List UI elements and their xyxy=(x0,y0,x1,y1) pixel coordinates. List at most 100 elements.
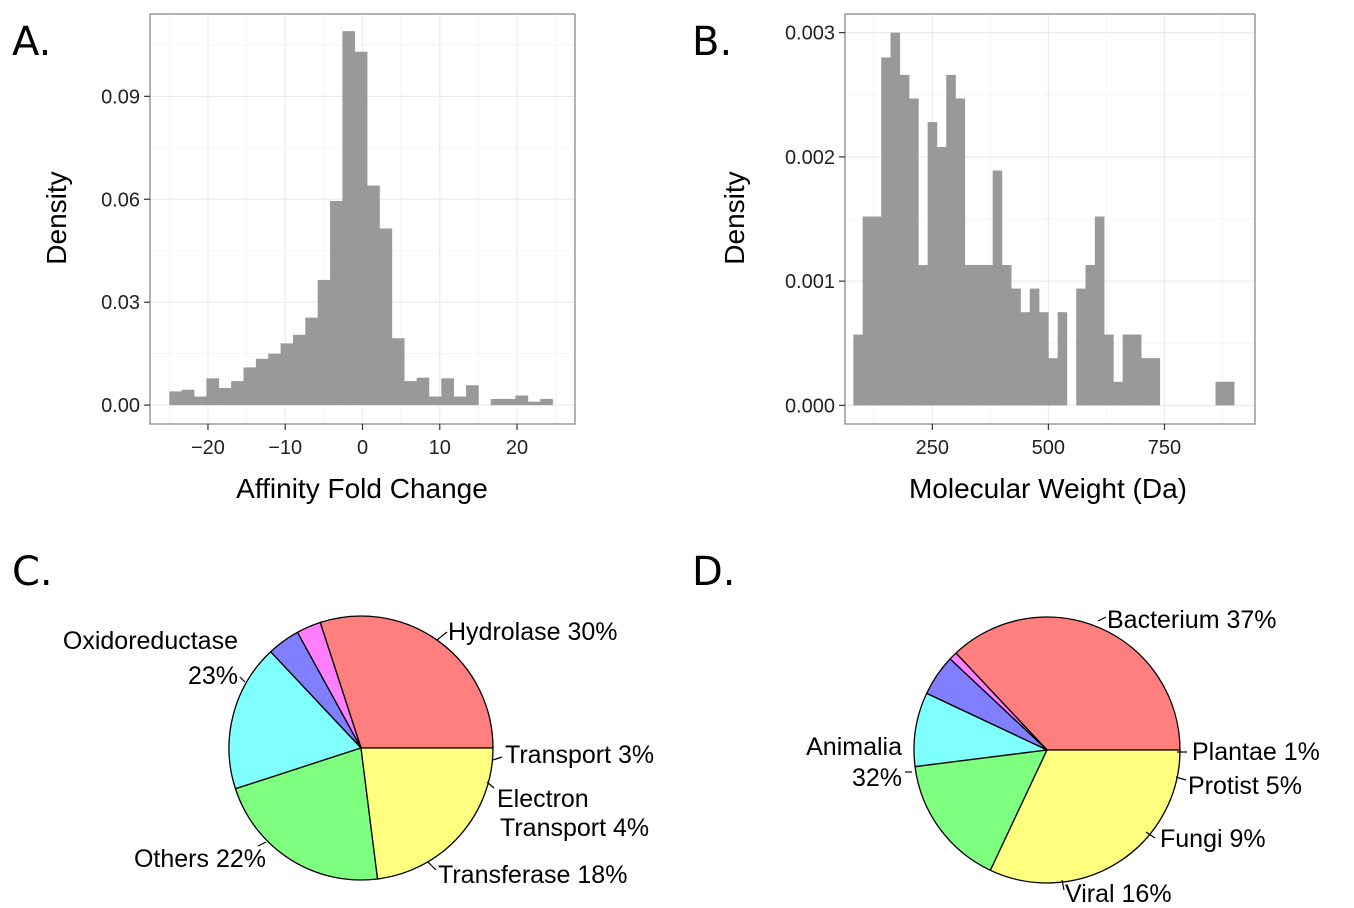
panel-b-bar xyxy=(1001,264,1012,406)
panel-b-bar xyxy=(909,98,919,406)
label-animalia-pct: 32% xyxy=(852,764,902,792)
panel-b-bar xyxy=(1085,264,1096,406)
pie-d-labels: Bacterium 37% Animalia 32% Plantae 1% Pr… xyxy=(806,606,1320,908)
panel-b-bar xyxy=(955,98,966,406)
pie-c-labels: Hydrolase 30% Oxidoreductase 23% Transpo… xyxy=(63,618,654,889)
panel-b-bar xyxy=(881,57,891,406)
panel-b-bar xyxy=(1141,358,1151,406)
panel-a-bar xyxy=(268,353,281,406)
panel-b-bar xyxy=(964,264,975,406)
leader-fungi xyxy=(1145,831,1156,839)
leader-hydrolase xyxy=(436,631,448,641)
panel-a-y-tick-label: 0.06 xyxy=(101,189,140,211)
panel-b-y-tick-label: 0.001 xyxy=(785,271,835,293)
panel-a-y-tick-label: 0.09 xyxy=(101,86,140,108)
panel-a-y-tick-label: 0.03 xyxy=(101,292,140,314)
leader-protist xyxy=(1175,776,1187,781)
label-animalia-name: Animalia xyxy=(806,733,902,761)
panel-b-bar xyxy=(918,264,928,406)
panel-b-bar xyxy=(862,216,873,406)
panel-b-ylabel: Density xyxy=(719,171,750,264)
panel-a-x-tick-label: −20 xyxy=(191,437,225,459)
panel-b-y-tick-label: 0.002 xyxy=(785,147,835,169)
leader-electron-transport xyxy=(486,781,495,789)
panel-b-bar xyxy=(1076,288,1086,406)
panel-a-bar xyxy=(354,51,368,406)
leader-viral xyxy=(1061,879,1065,891)
histogram-molecular-weight: 250 500 750 0.000 0.001 0.002 0.003 xyxy=(785,13,1256,459)
pie-d-slice-0 xyxy=(955,616,1181,751)
panel-a-bar xyxy=(391,338,405,406)
panel-a-bar xyxy=(181,389,195,406)
panel-a-bar xyxy=(342,31,356,406)
panel-b-x-tick-label: 250 xyxy=(916,437,949,459)
panel-b-bar xyxy=(946,74,956,406)
leader-transferase xyxy=(427,861,437,871)
label-oxidoreductase-name: Oxidoreductase xyxy=(63,627,238,655)
panel-a-bar xyxy=(503,398,516,406)
pie-c-leaders xyxy=(239,631,503,871)
panel-b-bar xyxy=(1104,334,1114,406)
label-bacterium: Bacterium 37% xyxy=(1107,606,1277,634)
panel-b-bar xyxy=(1094,216,1105,406)
pie-d-slice-4 xyxy=(914,749,1048,871)
pie-enzyme-class xyxy=(228,615,494,881)
label-fungi: Fungi 9% xyxy=(1160,825,1266,853)
panel-b-y-tick-label: 0.000 xyxy=(785,395,835,417)
panel-a-x-tick-label: −10 xyxy=(268,437,302,459)
pie-c-slice-4 xyxy=(234,747,379,881)
panel-b-bar xyxy=(927,122,938,406)
panel-a-bar xyxy=(231,381,244,406)
label-hydrolase: Hydrolase 30% xyxy=(448,618,618,646)
panel-a-bar xyxy=(194,396,207,406)
leader-bacterium xyxy=(1097,616,1107,622)
panel-a-bar xyxy=(490,398,504,406)
panel-a-x-tick-label: 20 xyxy=(506,437,528,459)
panel-d-letter: D. xyxy=(692,549,736,595)
panel-b-bar xyxy=(899,74,910,406)
panel-a-bar xyxy=(305,317,318,406)
leader-oxidoreductase xyxy=(239,676,246,683)
panel-a-bar xyxy=(540,398,553,406)
panel-b-bar xyxy=(1011,288,1021,406)
panel-b-bar xyxy=(853,334,863,406)
panel-a-bar xyxy=(330,200,343,406)
pie-c-slice-3 xyxy=(228,651,362,790)
panel-b-bar xyxy=(936,146,947,406)
panel-b-xlabel: Molecular Weight (Da) xyxy=(909,473,1187,504)
leader-transport xyxy=(492,756,503,761)
panel-a-ylabel: Density xyxy=(41,171,72,264)
panel-a-bar xyxy=(466,385,479,406)
panel-a-bar xyxy=(441,378,454,406)
panel-a-bar xyxy=(379,228,393,406)
panel-b-bar xyxy=(1057,312,1068,406)
panel-a-bar xyxy=(367,185,380,406)
label-viral: Viral 16% xyxy=(1065,880,1172,908)
panel-a-bar xyxy=(206,378,220,406)
panel-a-bar xyxy=(218,387,232,406)
panel-b-bar xyxy=(890,32,901,406)
label-oxidoreductase-pct: 23% xyxy=(188,662,238,690)
pie-c-slice-0 xyxy=(319,615,494,749)
panel-a-bar xyxy=(280,343,294,406)
panel-a-bar xyxy=(243,367,257,406)
panel-b-letter: B. xyxy=(692,19,732,65)
panel-a-bar xyxy=(404,381,417,406)
panel-a-bar xyxy=(255,358,269,406)
panel-b-bar xyxy=(1215,381,1226,406)
panel-b-bar xyxy=(1224,381,1235,406)
panel-b-bar xyxy=(1131,334,1142,406)
pie-d-leaders xyxy=(905,616,1187,891)
panel-b-bar xyxy=(1122,334,1133,406)
panel-b-x-tick-label: 750 xyxy=(1148,437,1181,459)
label-electron-pct: Transport 4% xyxy=(500,814,649,842)
panel-b-bar xyxy=(1039,312,1049,406)
panel-a-bar xyxy=(317,279,331,406)
label-plantae: Plantae 1% xyxy=(1192,738,1320,766)
panel-b-bar xyxy=(1020,312,1031,406)
leader-others xyxy=(257,841,267,847)
label-transferase: Transferase 18% xyxy=(438,861,627,889)
panel-b-bar xyxy=(1113,381,1123,406)
panel-a-bar xyxy=(453,396,467,406)
